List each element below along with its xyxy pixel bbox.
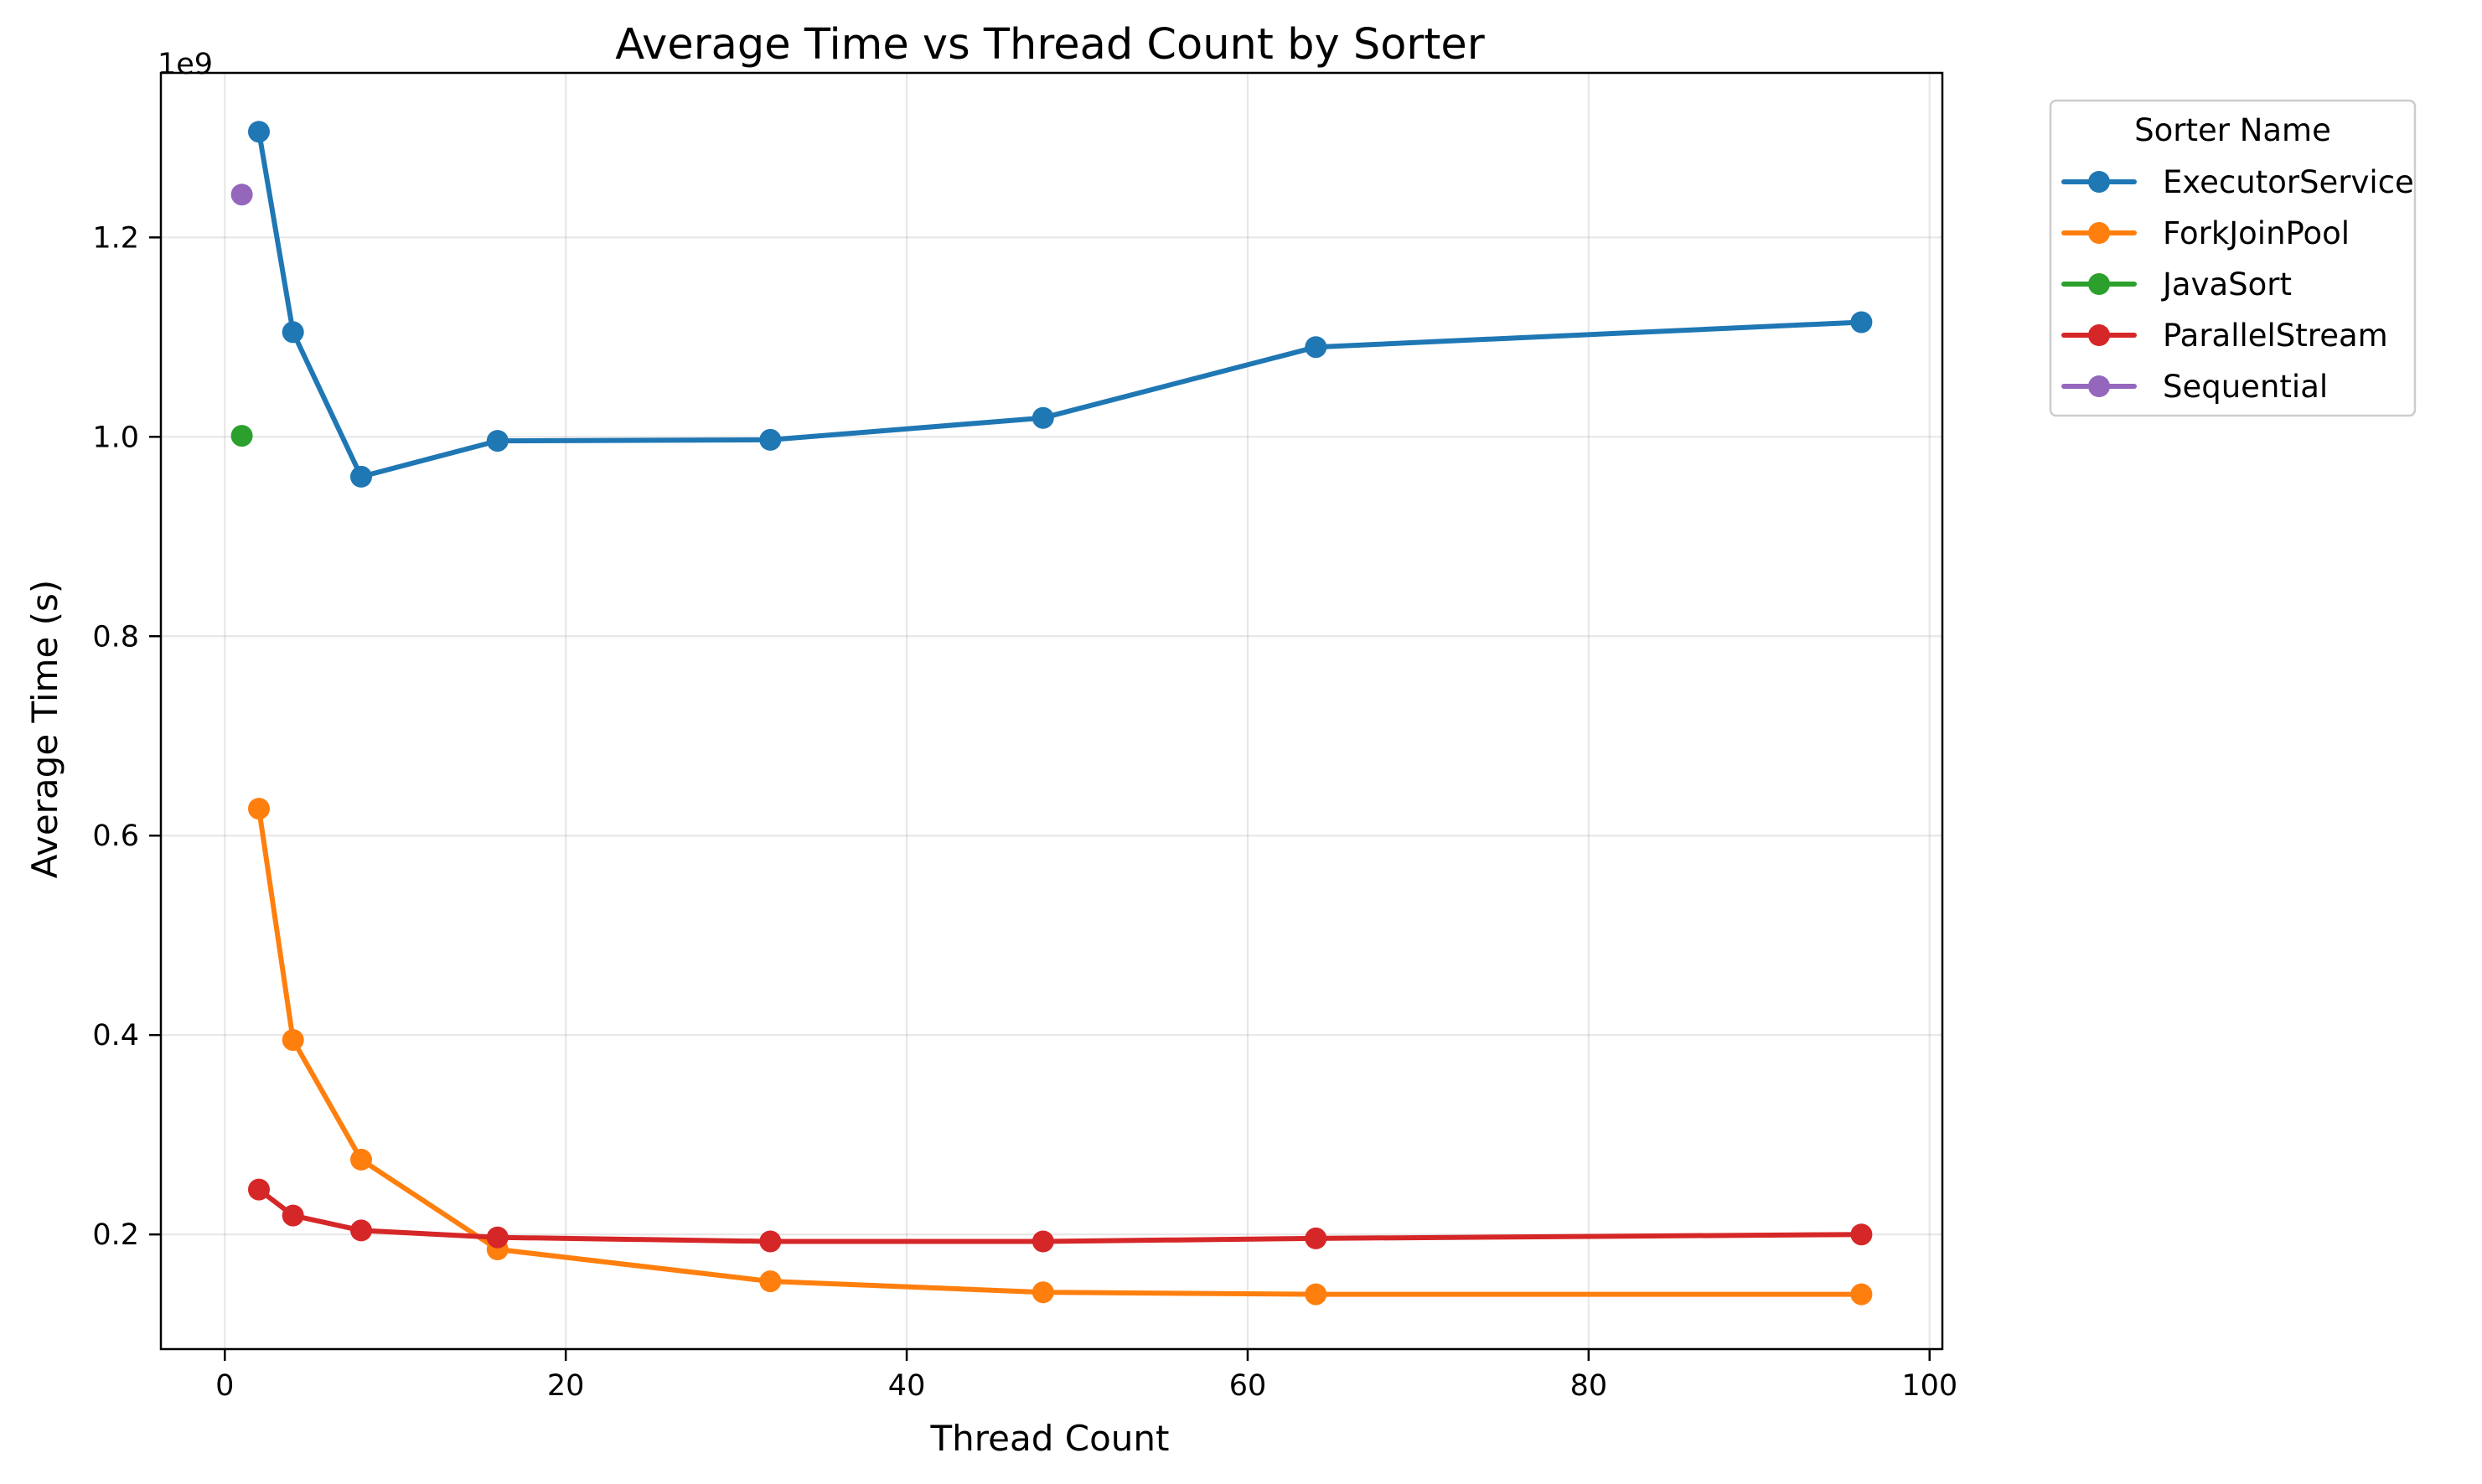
data-point-sequential <box>230 184 253 206</box>
data-point-forkjoinpool <box>282 1029 304 1052</box>
ticks-layer: 0 20 40 60 80 100 0.2 0.4 0.6 0.8 1.0 1.2 <box>92 221 1957 1403</box>
plot-frame <box>159 71 1944 1351</box>
data-point-executorservice <box>1305 336 1327 359</box>
y-axis-label: Average Time (s) <box>24 580 65 879</box>
legend-title: Sorter Name <box>2134 112 2331 148</box>
data-point-parallelstream <box>759 1230 782 1253</box>
legend-swatch-marker-sequential <box>2088 375 2110 397</box>
x-tick-label: 40 <box>888 1369 926 1403</box>
data-point-parallelstream <box>350 1219 372 1242</box>
legend-label-sequential: Sequential <box>2163 369 2328 405</box>
data-point-executorservice <box>759 428 782 451</box>
data-point-parallelstream <box>282 1204 304 1227</box>
data-point-forkjoinpool <box>759 1270 782 1293</box>
legend-box <box>2049 99 2417 417</box>
legend-swatch-marker-parallelstream <box>2088 324 2110 346</box>
legend-swatch-marker-javasort <box>2088 273 2110 295</box>
data-point-parallelstream <box>1305 1227 1327 1249</box>
data-point-executorservice <box>1850 311 1873 334</box>
data-point-forkjoinpool <box>248 798 270 820</box>
grid-layer <box>161 73 1942 1349</box>
legend-label-parallelstream: ParallelStream <box>2163 318 2388 354</box>
data-point-javasort <box>230 425 253 447</box>
legend: Sorter Name ExecutorService ForkJoinPool Ja… <box>2049 99 2417 417</box>
data-point-executorservice <box>486 430 509 452</box>
y-tick-label: 0.8 <box>92 620 139 654</box>
x-axis-label: Thread Count <box>930 1418 1170 1459</box>
x-tick-label: 60 <box>1229 1369 1267 1403</box>
series-line-forkjoinpool <box>256 806 1864 1297</box>
y-axis-offset-label: 1e9 <box>158 48 213 81</box>
legend-swatch-marker-forkjoinpool <box>2088 222 2110 244</box>
data-point-executorservice <box>282 321 304 344</box>
legend-label-executorservice: ExecutorService <box>2163 164 2414 200</box>
y-tick-label: 1.0 <box>92 421 139 454</box>
x-tick-label: 20 <box>547 1369 585 1403</box>
data-point-forkjoinpool <box>1850 1283 1873 1306</box>
data-point-forkjoinpool <box>350 1148 372 1171</box>
chart-title: Average Time vs Thread Count by Sorter <box>615 20 1485 70</box>
legend-label-forkjoinpool: ForkJoinPool <box>2163 215 2350 251</box>
series-line-executorservice <box>256 129 1864 479</box>
x-tick-label: 0 <box>215 1369 234 1403</box>
data-point-executorservice <box>1032 406 1054 429</box>
data-point-forkjoinpool <box>1032 1281 1054 1304</box>
legend-swatch-marker-executorservice <box>2088 171 2110 193</box>
y-tick-label: 1.2 <box>92 221 139 255</box>
data-point-parallelstream <box>248 1178 270 1201</box>
data-point-parallelstream <box>486 1226 509 1249</box>
x-tick-label: 80 <box>1570 1369 1608 1403</box>
y-tick-label: 0.2 <box>92 1218 139 1252</box>
data-point-executorservice <box>350 465 372 488</box>
series-line-parallelstream <box>256 1187 1864 1244</box>
data-point-forkjoinpool <box>1305 1283 1327 1306</box>
data-point-executorservice <box>248 121 270 143</box>
y-tick-label: 0.4 <box>92 1019 139 1052</box>
data-point-parallelstream <box>1850 1223 1873 1246</box>
x-tick-label: 100 <box>1901 1369 1957 1403</box>
axes-layer <box>159 71 1944 1351</box>
plot-layer <box>230 121 1873 1306</box>
data-point-parallelstream <box>1032 1230 1054 1253</box>
y-tick-label: 0.6 <box>92 820 139 853</box>
legend-label-javasort: JavaSort <box>2161 266 2292 302</box>
